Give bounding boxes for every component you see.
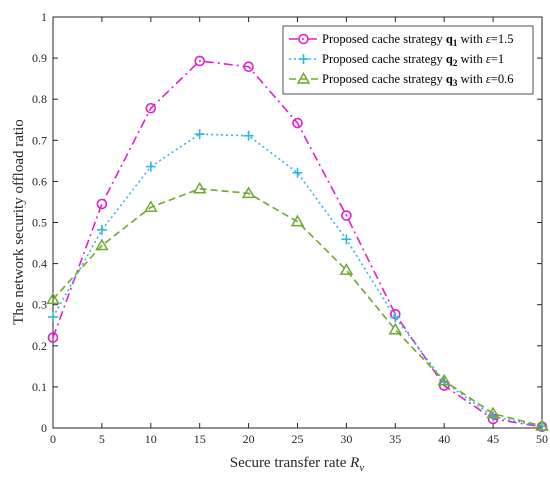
- legend-label-part: Proposed cache strategy: [322, 32, 446, 46]
- y-tick-label: 1: [41, 10, 47, 24]
- legend-entry: Proposed cache strategy q2 with ε=1: [289, 52, 504, 68]
- y-axis-label: The network security offload ratio: [11, 119, 27, 325]
- data-point: [145, 161, 156, 172]
- data-point: [292, 117, 303, 129]
- data-point: [48, 312, 58, 323]
- data-point: [96, 198, 108, 210]
- data-point: [486, 406, 500, 419]
- series-line: [52, 60, 543, 428]
- data-point: [143, 200, 158, 213]
- legend-label-part: Proposed cache strategy: [322, 72, 446, 86]
- series-q2: [48, 129, 547, 432]
- legend-label-part: Proposed cache strategy: [322, 52, 446, 66]
- legend-label-part: 1: [453, 38, 458, 48]
- legend-label-part: ε: [486, 72, 491, 86]
- legend-marker: [298, 54, 309, 64]
- y-tick-label: 0.5: [32, 216, 47, 230]
- y-tick-label: 0.7: [32, 133, 47, 147]
- legend-label-part: q: [446, 52, 453, 66]
- series-layer: [46, 55, 549, 433]
- x-axis-label: Secure transfer rate Rv: [230, 455, 365, 474]
- series-line: [52, 187, 543, 427]
- legend-label-part: =1: [491, 52, 504, 66]
- data-point: [192, 181, 207, 194]
- legend-box: [282, 25, 534, 95]
- x-axis-label-text: Secure transfer rate: [230, 455, 347, 471]
- y-tick-label: 0.6: [32, 174, 47, 188]
- legend-marker: [296, 72, 311, 84]
- legend-label-part: with: [457, 72, 485, 86]
- data-point: [194, 55, 205, 67]
- x-tick-label: 5: [99, 432, 105, 446]
- legend-label: Proposed cache strategy q2 with ε=1: [322, 52, 504, 68]
- data-point: [341, 234, 352, 245]
- axis-ticks: 0 5 10 15 20 25 30 35 40 45 50 0 0.1 0.2 0.3 0.4 0.5 0.6 0…: [32, 10, 548, 446]
- y-tick-label: 0.1: [32, 380, 47, 394]
- data-point: [47, 332, 59, 343]
- legend-label-part: 2: [453, 58, 458, 68]
- legend-label-part: ε: [486, 32, 491, 46]
- data-point: [292, 167, 303, 178]
- x-tick-label: 50: [536, 432, 548, 446]
- legend-label-part: with: [457, 32, 485, 46]
- data-point: [437, 373, 452, 386]
- legend-entries: Proposed cache strategy q1 with ε=1.5Pro…: [289, 32, 513, 88]
- data-point: [388, 322, 403, 335]
- legend-label: Proposed cache strategy q3 with ε=0.6: [322, 72, 513, 88]
- legend-label-part: q: [446, 32, 453, 46]
- data-point: [241, 186, 256, 199]
- data-point: [341, 210, 352, 221]
- data-point: [243, 130, 254, 141]
- y-tick-label: 0.8: [32, 92, 47, 106]
- data-point: [145, 102, 157, 114]
- x-axis-label-variable: R: [349, 455, 359, 471]
- x-tick-label: 25: [292, 432, 304, 446]
- data-point: [339, 263, 354, 275]
- data-point: [95, 238, 109, 251]
- x-tick-label: 30: [340, 432, 352, 446]
- legend-entry: Proposed cache strategy q1 with ε=1.5: [289, 32, 513, 48]
- legend: Proposed cache strategy q1 with ε=1.5Pro…: [282, 25, 534, 95]
- data-point: [46, 292, 60, 305]
- series-q3: [46, 181, 549, 431]
- legend-marker: [298, 33, 309, 45]
- data-point: [194, 129, 205, 140]
- data-point: [290, 214, 305, 227]
- y-tick-label: 0.3: [32, 298, 47, 312]
- x-axis-label-subscript: v: [359, 462, 364, 474]
- x-tick-label: 15: [194, 432, 206, 446]
- x-tick-label: 0: [50, 432, 56, 446]
- legend-label-part: with: [457, 52, 485, 66]
- legend-label: Proposed cache strategy q1 with ε=1.5: [322, 32, 513, 48]
- y-tick-label: 0.4: [32, 257, 47, 271]
- legend-label-part: q: [446, 72, 453, 86]
- x-tick-label: 40: [438, 432, 450, 446]
- legend-label-part: =0.6: [491, 72, 514, 86]
- legend-label-part: 3: [453, 78, 458, 88]
- legend-entry: Proposed cache strategy q3 with ε=0.6: [289, 72, 513, 88]
- data-point: [535, 418, 549, 431]
- data-point: [243, 61, 254, 73]
- y-tick-label: 0.2: [32, 339, 47, 353]
- x-tick-label: 45: [487, 432, 499, 446]
- data-point: [96, 224, 107, 235]
- x-tick-label: 10: [145, 432, 157, 446]
- x-tick-label: 35: [389, 432, 401, 446]
- legend-label-part: =1.5: [491, 32, 514, 46]
- y-tick-label: 0.9: [32, 51, 47, 65]
- data-point: [390, 312, 401, 323]
- x-tick-label: 20: [243, 432, 255, 446]
- y-tick-label: 0: [41, 421, 47, 435]
- legend-label-part: ε: [486, 52, 491, 66]
